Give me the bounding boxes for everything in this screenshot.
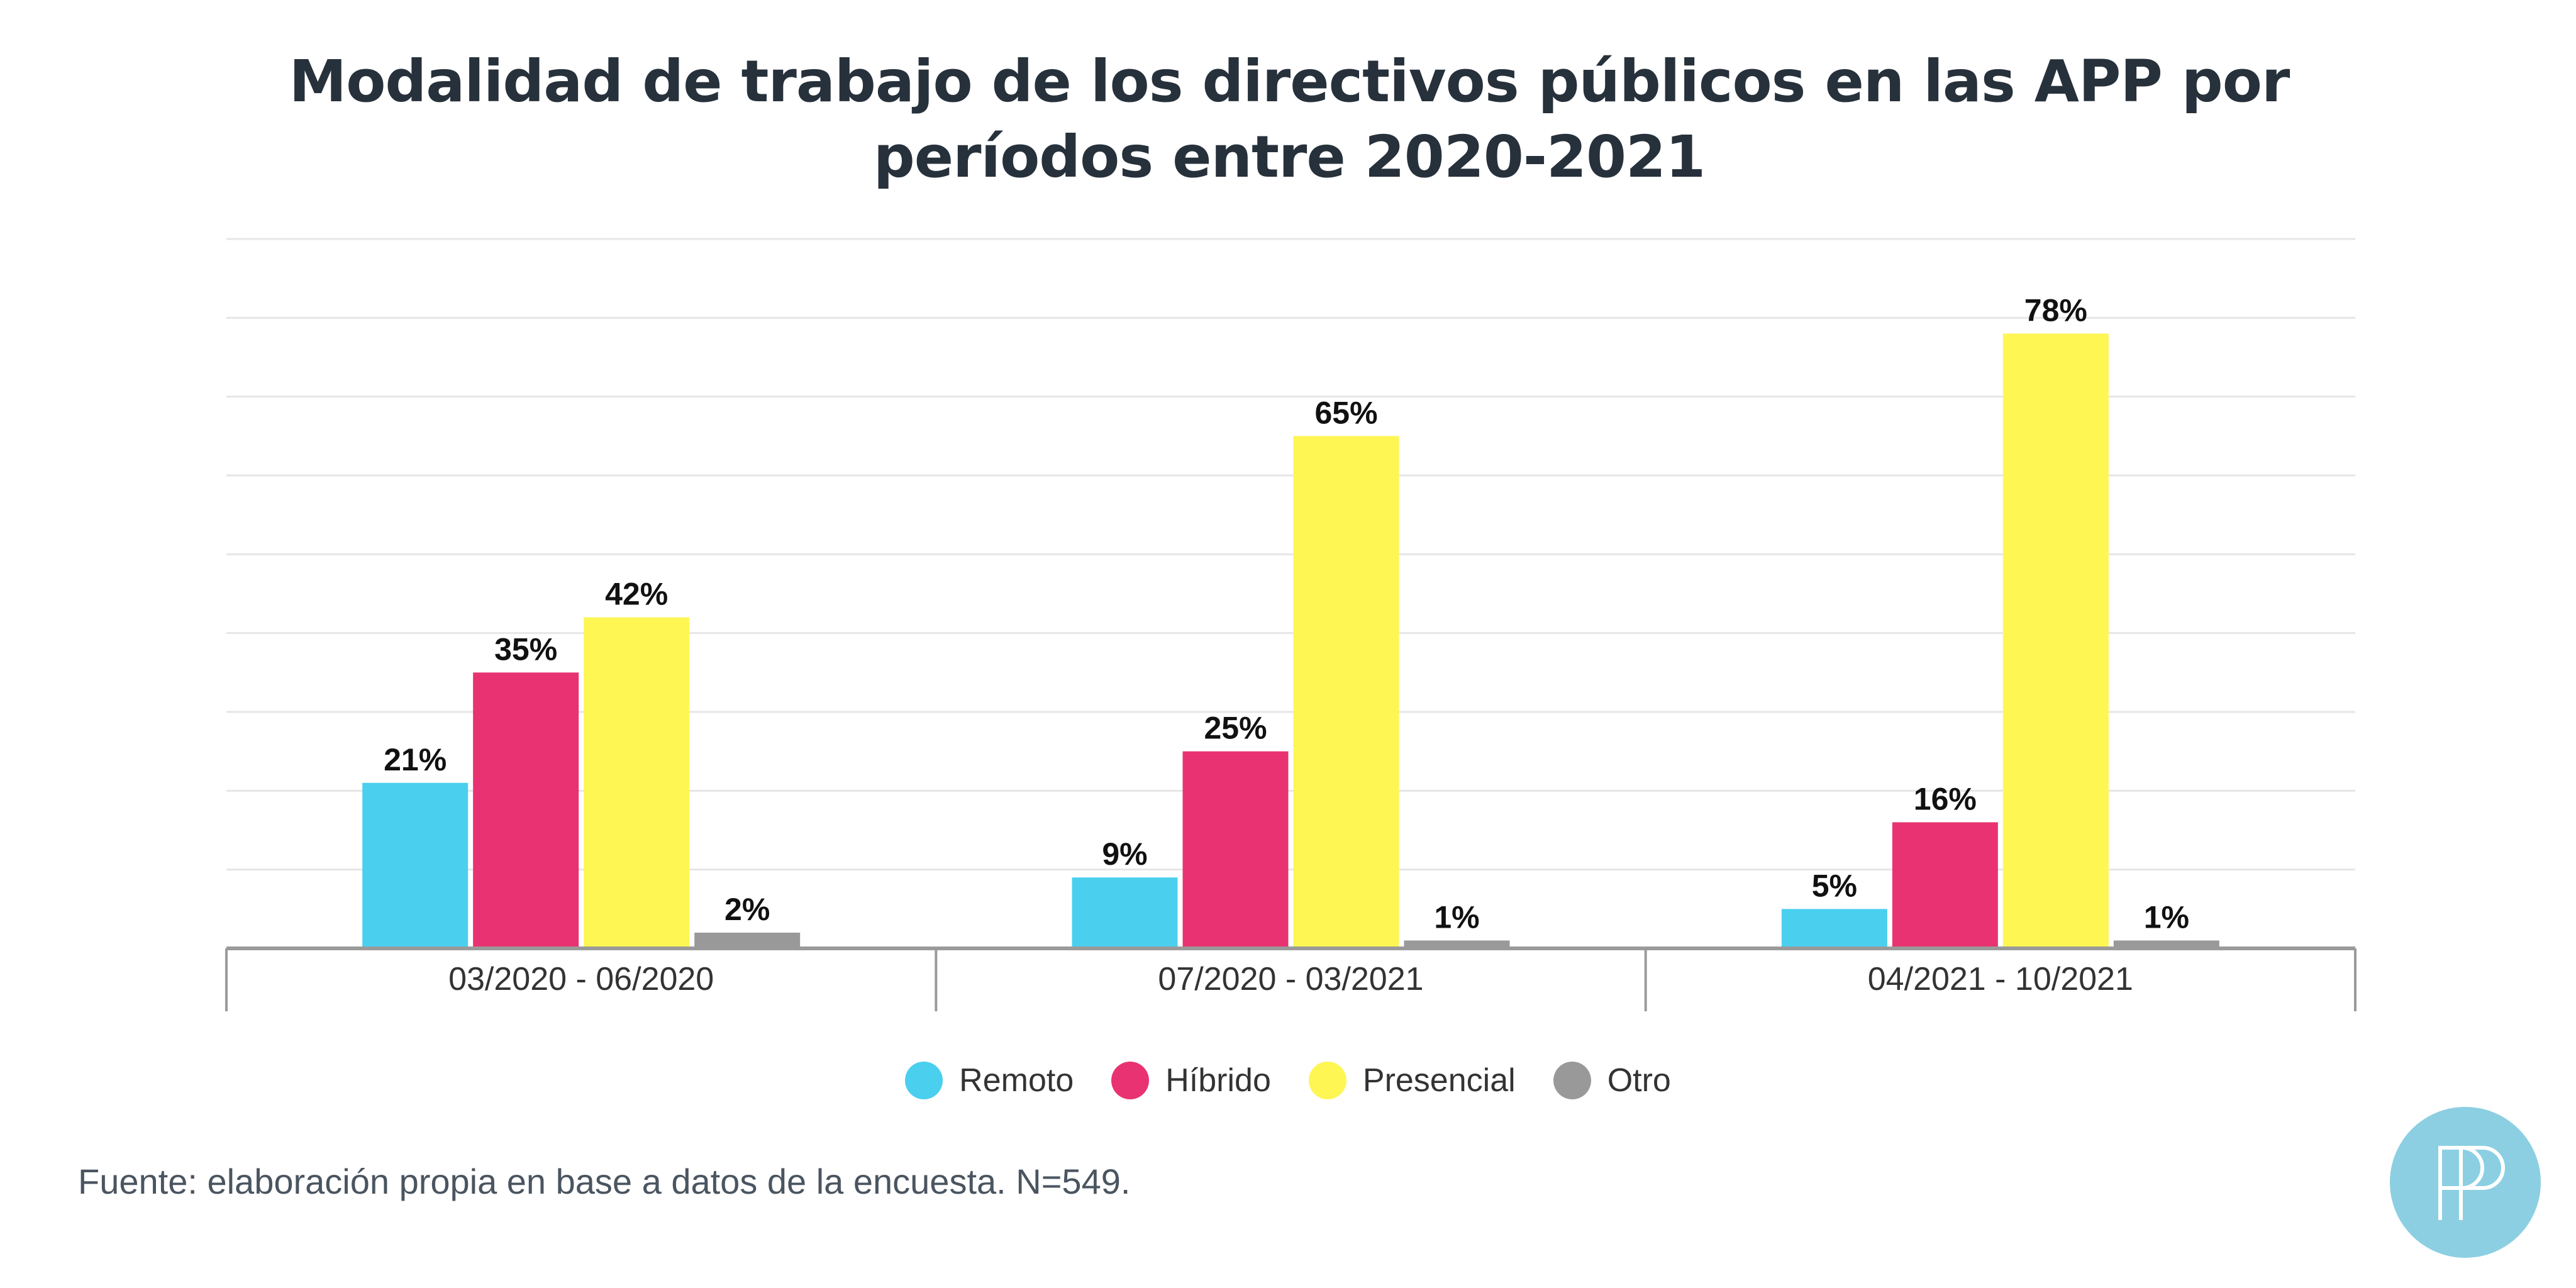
data-label: 9% (1102, 836, 1147, 872)
bar (1293, 436, 1399, 948)
legend-label-otro: Otro (1607, 1062, 1671, 1099)
bar (2002, 333, 2109, 948)
legend-swatch-remoto (905, 1062, 943, 1099)
legend-item-remoto: Remoto (905, 1062, 1074, 1099)
bar (2113, 940, 2219, 948)
data-label: 16% (1914, 781, 1977, 816)
chart-legend: Remoto Híbrido Presencial Otro (0, 1062, 2576, 1099)
bar (1072, 877, 1178, 948)
data-label: 25% (1204, 711, 1267, 746)
chart-title: Modalidad de trabajo de los directivos p… (289, 48, 2290, 191)
data-label: 1% (1434, 899, 1479, 935)
source-note: Fuente: elaboración propia en base a dat… (78, 1162, 1131, 1201)
pp-logo-glyph (2438, 1146, 2505, 1220)
bar (1781, 909, 1887, 948)
x-tick-label: 04/2021 - 10/2021 (1868, 961, 2133, 997)
data-label: 2% (724, 892, 770, 927)
data-label: 1% (2144, 899, 2189, 935)
bar (694, 932, 801, 948)
legend-item-otro: Otro (1553, 1062, 1671, 1099)
legend-label-presencial: Presencial (1362, 1062, 1516, 1099)
legend-swatch-presencial (1308, 1062, 1346, 1099)
bar (584, 617, 690, 948)
legend-item-hibrido: Híbrido (1111, 1062, 1271, 1099)
legend-swatch-hibrido (1111, 1062, 1150, 1099)
data-label: 78% (2024, 292, 2087, 328)
data-label: 65% (1314, 395, 1377, 430)
x-tick-label: 07/2020 - 03/2021 (1158, 961, 1423, 997)
legend-swatch-otro (1553, 1062, 1591, 1099)
bar (1182, 751, 1289, 948)
legend-label-remoto: Remoto (959, 1062, 1074, 1099)
x-tick-label: 03/2020 - 06/2020 (448, 961, 714, 997)
bar (362, 782, 469, 948)
legend-label-hibrido: Híbrido (1165, 1062, 1271, 1099)
bar (473, 672, 579, 948)
data-label: 35% (494, 631, 557, 667)
data-label: 42% (605, 577, 668, 612)
bar (1404, 940, 1510, 948)
pp-monogram-logo (2390, 1107, 2541, 1258)
data-label: 5% (1812, 868, 1857, 903)
legend-item-presencial: Presencial (1308, 1062, 1516, 1099)
bar (1892, 822, 1998, 948)
data-label: 21% (384, 742, 447, 777)
